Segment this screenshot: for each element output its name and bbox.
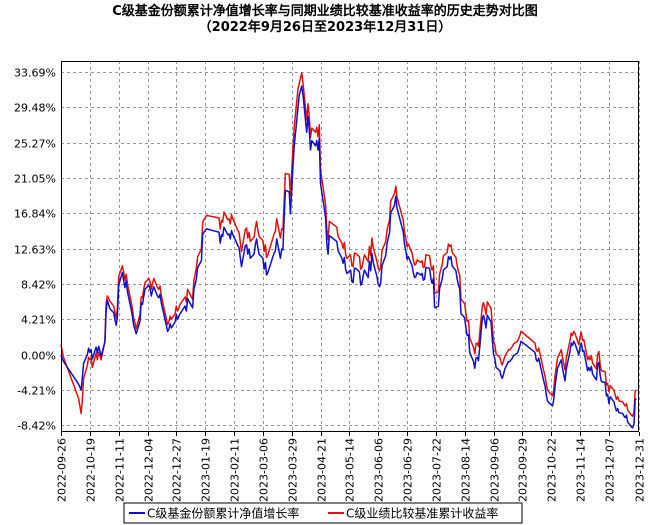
y-tick-label: -4.21% (17, 385, 56, 398)
y-tick-label: 33.69% (14, 67, 56, 80)
x-tick-label: 2023-05-14 (344, 438, 357, 502)
x-axis-ticks: 2022-09-26 2022-10-19 2022-11-11 2022-12-04… (56, 438, 647, 502)
y-tick-label: 16.84% (14, 208, 56, 221)
x-tick-label: 2023-01-19 (200, 438, 213, 502)
legend: C级基金份额累计净值增长率 C级业绩比较基准累计收益率 (123, 502, 523, 524)
x-tick-label: 2023-12-31 (634, 438, 647, 502)
x-tick-label: 2022-11-11 (114, 438, 127, 502)
x-tick-label: 2023-02-11 (229, 438, 242, 502)
x-tick-label: 2023-06-06 (373, 438, 386, 502)
x-tick-label: 2022-12-04 (143, 438, 156, 502)
series-line-fund (60, 85, 637, 429)
series-group (60, 72, 637, 429)
plot-frame (61, 61, 639, 432)
x-tick-label: 2023-06-29 (402, 438, 415, 502)
y-tick-label: -8.42% (17, 420, 56, 433)
legend-fund-label: C级基金份额累计净值增长率 (147, 506, 299, 521)
x-tick-label: 2023-11-14 (575, 438, 588, 502)
chart-subtitle: （2022年9月26日至2023年12月31日） (199, 19, 452, 35)
legend-box (123, 502, 523, 524)
y-tick-label: 29.48% (14, 102, 56, 115)
x-tick-label: 2023-07-22 (431, 438, 444, 502)
chart-title: C级基金份额累计净值增长率与同期业绩比较基准收益率的历史走势对比图 (112, 3, 538, 19)
y-tick-label: 0.00% (21, 350, 56, 363)
y-axis-ticks: 33.69% 29.48% 25.27% 21.05% 16.84% 12.63% 8.42… (14, 67, 56, 433)
y-tick-label: 8.42% (21, 279, 56, 292)
y-tick-label: 4.21% (21, 314, 56, 327)
legend-benchmark-label: C级业绩比较基准累计收益率 (346, 506, 498, 521)
axes (61, 61, 640, 436)
x-tick-label: 2023-12-07 (604, 438, 617, 502)
x-tick-label: 2023-03-06 (258, 438, 271, 502)
x-tick-label: 2023-10-22 (546, 438, 559, 502)
x-tick-label: 2023-04-21 (316, 438, 329, 502)
y-tick-label: 12.63% (14, 244, 56, 257)
x-tick-label: 2023-08-14 (460, 438, 473, 502)
x-tick-label: 2022-12-27 (171, 438, 184, 502)
x-tick-label: 2023-03-29 (287, 438, 300, 502)
y-tick-label: 21.05% (14, 173, 56, 186)
x-tick-label: 2022-09-26 (56, 438, 69, 502)
x-tick-label: 2023-09-29 (517, 438, 530, 502)
y-tick-label: 25.27% (14, 138, 56, 151)
grid (61, 61, 640, 432)
x-tick-label: 2023-09-06 (489, 438, 502, 502)
series-line-benchmark (60, 72, 637, 417)
x-tick-label: 2022-10-19 (85, 438, 98, 502)
